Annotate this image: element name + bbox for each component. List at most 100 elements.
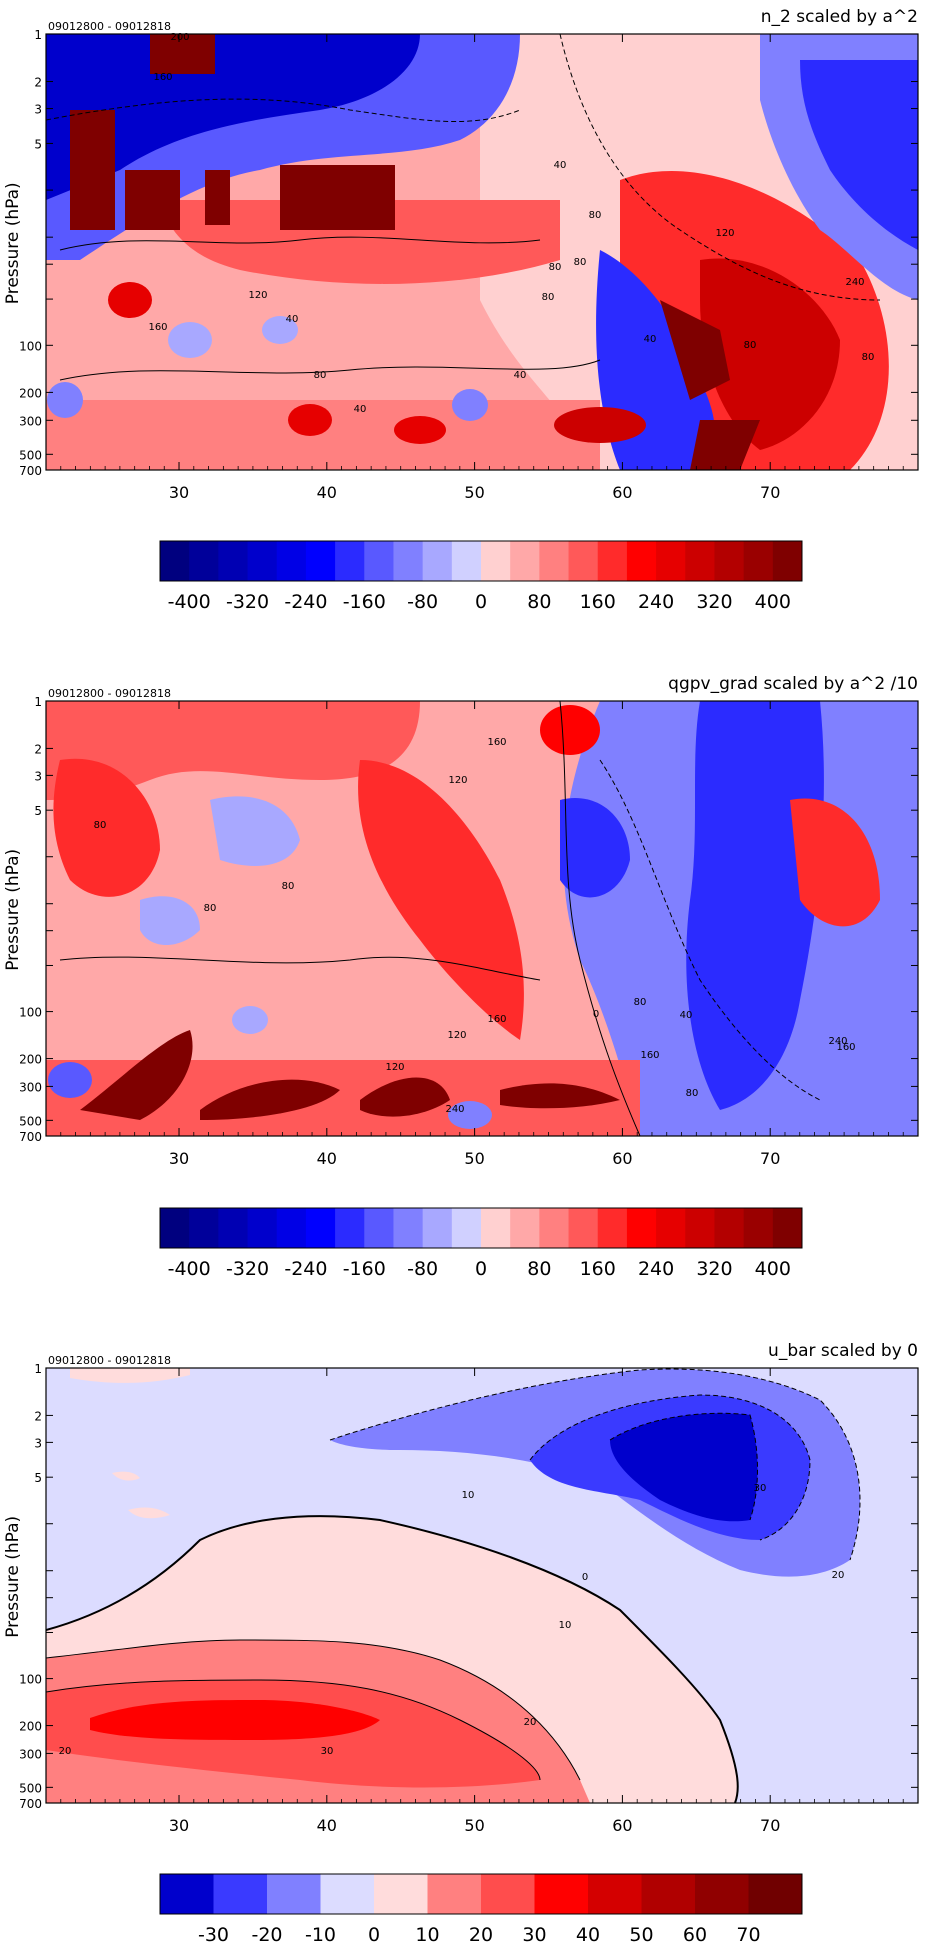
panel-n2: [45, 33, 919, 471]
colorbar-tick-label: 0: [475, 591, 487, 613]
colorbar-swatch: [714, 541, 745, 581]
colorbar-tick-label: -320: [226, 591, 269, 613]
colorbar-tick-label: -400: [168, 591, 211, 613]
plot-area-n2: [46, 34, 918, 470]
date-range-label: 09012800 - 09012818: [48, 20, 171, 33]
colorbar-swatch: [393, 541, 424, 581]
colorbar-swatch: [305, 1208, 336, 1248]
colorbar-frame: [159, 1207, 803, 1249]
colorbar-swatch: [539, 1208, 570, 1248]
contour-label: 160: [148, 322, 167, 333]
contour-line: [559, 34, 881, 301]
contour-label: 80: [282, 881, 295, 892]
x-tick-label: 70: [760, 483, 780, 502]
colorbar-tick-label: -160: [343, 1258, 386, 1280]
colorbar-swatch: [597, 1208, 628, 1248]
contour-label: 30: [754, 1483, 767, 1494]
colorbar-swatch: [422, 541, 453, 581]
colorbar-swatch: [364, 541, 394, 581]
contour-label: 0: [582, 1572, 588, 1583]
region-pink-northwest: [70, 1368, 190, 1383]
plot-frame: [45, 1367, 919, 1804]
plot-frame: [45, 33, 919, 471]
contour-line: [59, 359, 601, 381]
region-blue-ne-patch: [560, 798, 630, 898]
contour-line: [599, 759, 821, 1101]
x-tick-label: 40: [317, 483, 337, 502]
region-blue-nw-core: [46, 34, 420, 200]
contour-label: 80: [686, 1088, 699, 1099]
contour-label: 80: [549, 262, 562, 273]
region-darkred-east: [700, 258, 840, 450]
x-tick-label: 50: [464, 1816, 484, 1835]
y-tick-label: 100: [19, 339, 42, 353]
blob-blue-2: [448, 1101, 492, 1129]
colorbar-swatch: [305, 541, 336, 581]
colorbar-tick-label: 400: [755, 1258, 791, 1280]
contour-label: 120: [248, 290, 267, 301]
y-tick-label: 700: [19, 464, 42, 478]
contour-label: 160: [487, 1014, 506, 1025]
contour-label: 80: [744, 340, 757, 351]
y-tick-label: 300: [19, 1747, 42, 1761]
block-darkred-4: [500, 1083, 620, 1109]
colorbar-swatch: [534, 1874, 589, 1914]
y-tick-label: 200: [19, 386, 42, 400]
contour-line: [329, 1368, 861, 1561]
x-tick-label: 30: [169, 1816, 189, 1835]
colorbar-frame: [159, 540, 803, 582]
region-red-band-mid: [160, 200, 560, 284]
y-tick-label: 3: [34, 1436, 42, 1450]
date-range-label: 09012800 - 09012818: [48, 687, 171, 700]
contour-label: 120: [448, 775, 467, 786]
panel-u-bar: [45, 1367, 919, 1804]
colorbar-swatch: [218, 541, 249, 581]
contour-label: 80: [589, 210, 602, 221]
y-tick-label: 1: [34, 695, 42, 709]
contour-label: 80: [574, 257, 587, 268]
colorbar-swatch: [714, 1208, 745, 1248]
contour-line: [46, 1679, 541, 1781]
colorbar-swatch: [189, 541, 219, 581]
region-blue-ne-core: [800, 60, 918, 250]
contour-label: 120: [715, 228, 734, 239]
contour-zero: [46, 1515, 739, 1803]
region-pink-islet-1: [112, 1471, 140, 1481]
colorbar-tick-label: 30: [522, 1924, 546, 1943]
colorbar-swatch: [276, 541, 307, 581]
colorbar-swatch: [160, 1874, 214, 1914]
blob-blue-2: [262, 316, 298, 344]
region-lightblue-1: [210, 796, 300, 866]
contour-label: 120: [447, 1030, 466, 1041]
colorbar-swatch: [641, 1874, 696, 1914]
y-tick-label: 300: [19, 1080, 42, 1094]
colorbar-tick-label: 240: [638, 1258, 674, 1280]
y-axis-label: Pressure (hPa): [3, 1516, 23, 1638]
colorbar-swatch: [685, 1208, 715, 1248]
colorbar-swatch: [218, 1208, 249, 1248]
colorbar-swatch: [597, 541, 628, 581]
colorbar-swatch: [510, 541, 540, 581]
chart-title: qgpv_grad scaled by a^2 /10: [668, 674, 918, 694]
colorbar-swatch: [393, 1208, 424, 1248]
colorbar-swatch: [481, 1208, 511, 1248]
contour-label: 160: [836, 1042, 855, 1053]
block-darkred-7: [690, 420, 760, 470]
contour-label: 200: [170, 32, 189, 43]
colorbar-swatch: [320, 1874, 375, 1914]
y-tick-label: 3: [34, 769, 42, 783]
colorbar-swatch: [335, 541, 365, 581]
y-tick-label: 500: [19, 448, 42, 462]
contour-label: 40: [680, 1010, 693, 1021]
region-blue-east-core: [686, 701, 824, 1110]
contour-label: 240: [828, 1036, 847, 1047]
x-tick-label: 70: [760, 1816, 780, 1835]
contour-label: 80: [634, 997, 647, 1008]
region-red-ne-patch: [790, 798, 880, 927]
region-lightblue-2: [140, 896, 200, 945]
y-tick-label: 200: [19, 1720, 42, 1734]
y-tick-label: 500: [19, 1114, 42, 1128]
contour-label: 240: [445, 1104, 464, 1115]
y-tick-label: 100: [19, 1006, 42, 1020]
block-darkred-4: [205, 170, 230, 225]
